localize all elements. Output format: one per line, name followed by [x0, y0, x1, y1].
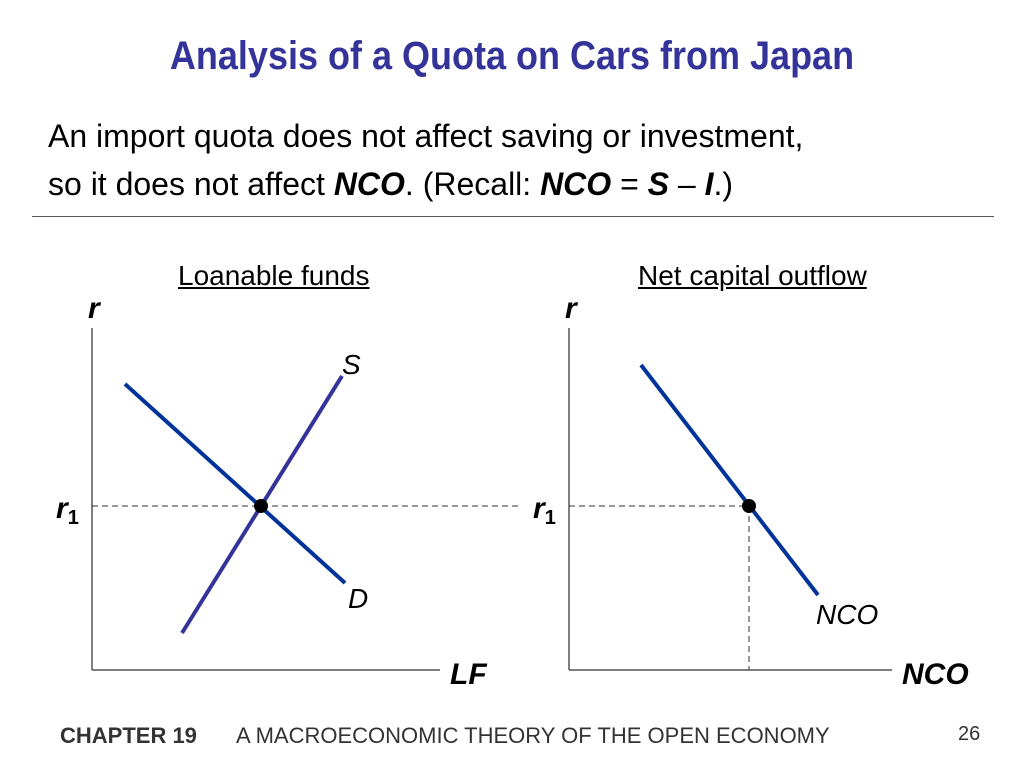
divider-rule: [32, 216, 994, 217]
left-equilibrium-point: [254, 499, 268, 513]
intro-equals: =: [611, 166, 648, 202]
intro-eq-s: S: [647, 166, 669, 202]
intro-eq-nco: NCO: [540, 166, 612, 202]
footer-book-title: A MACROECONOMIC THEORY OF THE OPEN ECONO…: [236, 723, 830, 748]
intro-nco: NCO: [333, 166, 405, 202]
left-y-axis-label: r: [88, 292, 102, 325]
intro-text-pre: so it does not affect: [48, 166, 334, 202]
right-r1-label: r1: [533, 492, 556, 529]
nco-curve: [639, 363, 820, 597]
right-panel-title: Net capital outflow: [638, 260, 867, 291]
intro-recall: . (Recall:: [404, 166, 541, 202]
left-panel-title: Loanable funds: [178, 260, 370, 291]
demand-curve: [123, 382, 347, 585]
right-x-axis-label: NCO: [902, 658, 969, 691]
left-x-axis-label: LF: [450, 658, 487, 691]
right-y-axis-label: r: [565, 292, 579, 325]
nco-curve-label: NCO: [816, 599, 878, 630]
intro-eq-i: I: [704, 166, 714, 202]
intro-line-2: so it does not affect NCO. (Recall: NCO …: [48, 160, 803, 208]
footer-chapter: CHAPTER 19: [60, 723, 197, 748]
intro-close: .): [713, 166, 733, 202]
intro-text: An import quota does not affect saving o…: [48, 112, 803, 208]
right-equilibrium-point: [742, 499, 756, 513]
supply-curve-label: S: [342, 349, 361, 380]
footer-page-number: 26: [958, 723, 981, 745]
intro-line-1: An import quota does not affect saving o…: [48, 118, 804, 154]
left-r1-label: r1: [56, 492, 79, 529]
demand-curve-label: D: [348, 583, 368, 614]
intro-minus: –: [668, 166, 705, 202]
slide-title: Analysis of a Quota on Cars from Japan: [169, 34, 855, 78]
